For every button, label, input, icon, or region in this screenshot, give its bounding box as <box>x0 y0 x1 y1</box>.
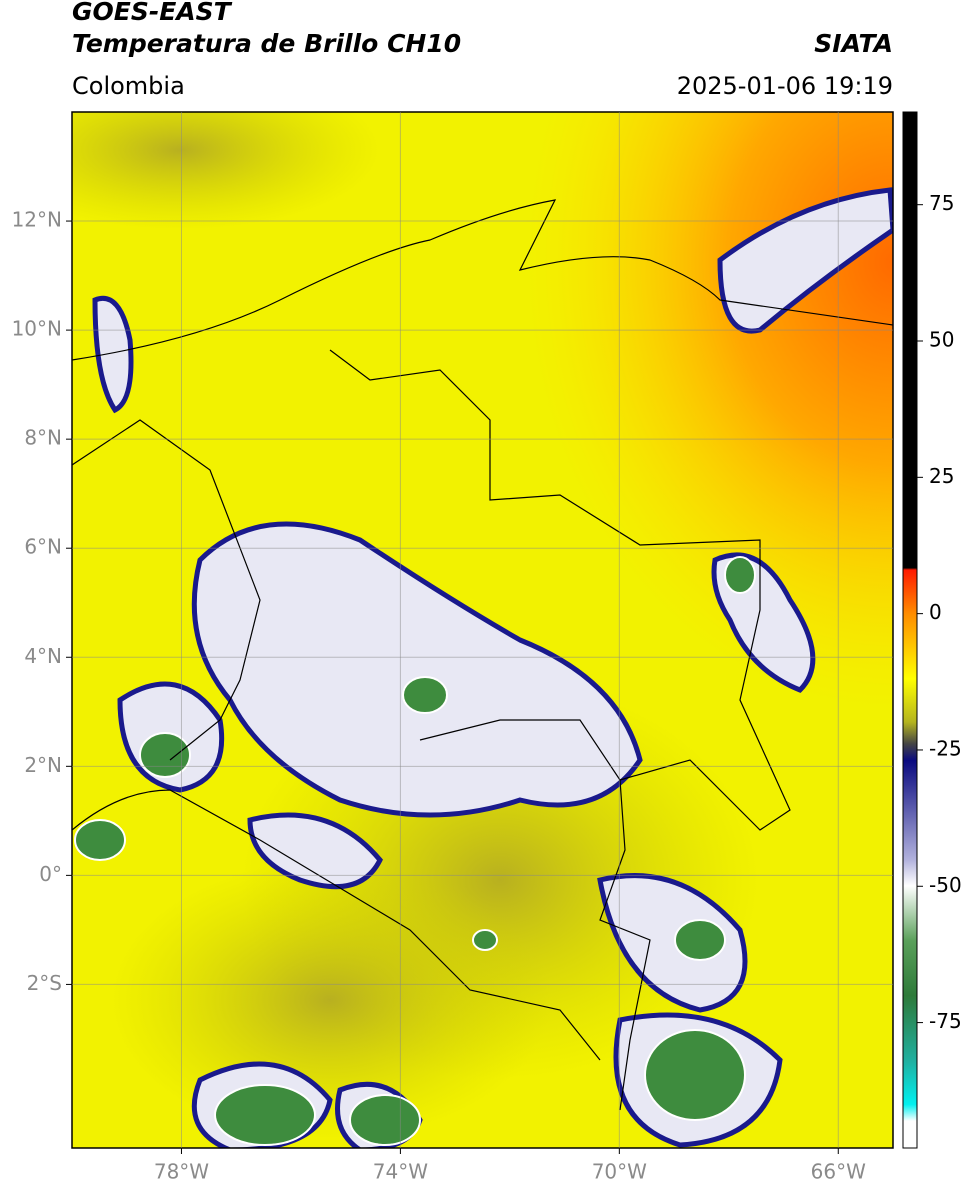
y-tick-label: 0° <box>39 862 62 886</box>
y-tick-label: 4°N <box>24 644 62 668</box>
colorbar <box>902 111 918 1149</box>
y-tick-label: 12°N <box>12 208 62 232</box>
colorbar-tick-label: -50 <box>929 873 962 897</box>
x-tick-label: 70°W <box>592 1160 647 1184</box>
y-tick-label: 8°N <box>24 426 62 450</box>
colorbar-tick-label: -25 <box>929 736 962 760</box>
x-tick-label: 78°W <box>154 1160 209 1184</box>
region-label: Colombia <box>72 72 185 100</box>
x-tick-label: 74°W <box>373 1160 428 1184</box>
y-tick-label: 10°N <box>12 317 62 341</box>
x-tick-label: 66°W <box>811 1160 866 1184</box>
colorbar-tick-label: 50 <box>929 328 954 352</box>
y-tick-label: 2°N <box>24 753 62 777</box>
colorbar-tick-label: 75 <box>929 191 954 215</box>
y-tick-label: 6°N <box>24 535 62 559</box>
colorbar-tick-label: 25 <box>929 464 954 488</box>
source-label: SIATA <box>814 29 893 58</box>
colorbar-tick-label: -75 <box>929 1009 962 1033</box>
colorbar-tick-label: 0 <box>929 600 942 624</box>
y-tick-label: 2°S <box>27 971 62 995</box>
datetime-label: 2025-01-06 19:19 <box>677 72 893 100</box>
product-title: Temperatura de Brillo CH10 <box>72 29 461 58</box>
satellite-title: GOES-EAST <box>72 0 233 26</box>
map-frame <box>71 111 894 1149</box>
map-image <box>72 112 893 1148</box>
